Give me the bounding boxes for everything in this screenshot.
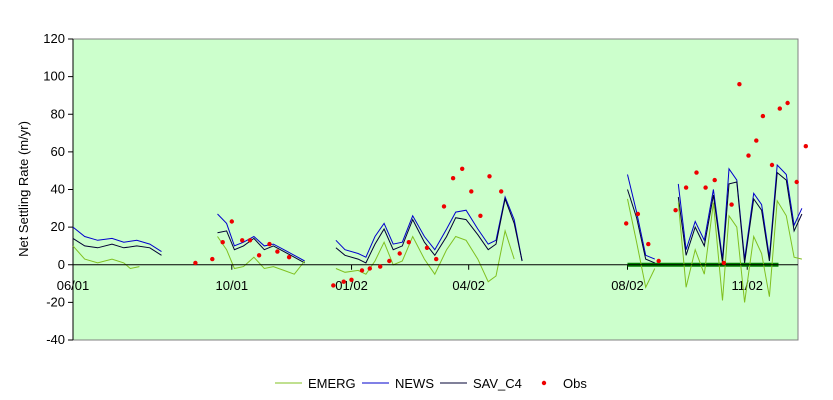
legend-label: SAV_C4: [473, 376, 522, 391]
series-line: [72, 237, 162, 256]
obs-point: [729, 202, 734, 207]
obs-point: [635, 211, 641, 217]
legend-item-obs: Obs: [541, 376, 587, 391]
obs-point: [193, 260, 198, 266]
obs-point: [397, 251, 402, 256]
series-line: [335, 197, 523, 264]
obs-point: [378, 264, 383, 269]
y-tick-label: 120: [43, 31, 65, 46]
obs-point: [777, 106, 782, 111]
series-line: [335, 228, 515, 283]
series-line: [217, 230, 305, 264]
obs-point: [450, 176, 456, 181]
series-sav-c4: [72, 171, 803, 264]
legend-label: Obs: [563, 376, 587, 391]
obs-point: [240, 238, 245, 243]
obs-point: [210, 256, 215, 262]
obs-point: [803, 144, 808, 149]
series-line: [217, 213, 305, 262]
obs-point: [794, 179, 799, 185]
series-line: [627, 174, 655, 260]
y-tick-label: 60: [51, 144, 65, 159]
obs-point: [256, 253, 262, 258]
obs-point: [229, 219, 234, 224]
obs-point: [694, 170, 699, 175]
obs-point: [341, 279, 346, 284]
obs-point: [487, 174, 492, 179]
series-line: [627, 189, 655, 264]
obs-point: [387, 258, 392, 264]
obs-point: [760, 113, 766, 119]
series-line: [217, 236, 306, 275]
obs-point: [673, 208, 678, 213]
obs-point: [286, 255, 292, 260]
obs-point: [460, 166, 465, 171]
obs-point: [331, 283, 336, 288]
legend-item-emerg: EMERG: [275, 376, 356, 391]
legend-item-sav-c4: SAV_C4: [440, 376, 522, 391]
obs-point: [434, 256, 439, 262]
obs-point: [746, 153, 751, 158]
y-tick-label: 80: [51, 106, 65, 121]
obs-point: [499, 189, 504, 194]
obs-point: [712, 177, 717, 183]
obs-point: [721, 260, 726, 266]
obs-point: [367, 266, 372, 271]
legend-item-news: NEWS: [362, 376, 434, 391]
obs-point: [785, 100, 790, 106]
y-tick-label: -20: [46, 294, 65, 309]
series-line: [335, 195, 523, 262]
y-tick-label: 20: [51, 219, 65, 234]
series-emerg: [72, 198, 803, 303]
x-tick-label: 04/02: [452, 278, 485, 293]
y-tick-label: 100: [43, 69, 65, 84]
legend-label: EMERG: [308, 376, 356, 391]
obs-point: [737, 82, 742, 87]
y-tick-label: 0: [58, 257, 65, 272]
obs-point: [441, 204, 447, 209]
obs-point: [267, 241, 272, 247]
obs-point: [754, 138, 759, 143]
obs-point: [220, 240, 225, 245]
series-line: [72, 245, 140, 270]
y-tick-label: 40: [51, 182, 65, 197]
obs-point: [359, 268, 365, 273]
series-layer: [72, 163, 803, 303]
obs-point: [646, 241, 651, 247]
observation-points: [193, 82, 808, 288]
obs-point: [424, 245, 430, 250]
obs-point: [406, 240, 411, 245]
x-tick-label: 10/01: [216, 278, 249, 293]
plot-area: [72, 38, 799, 341]
obs-point: [349, 277, 354, 282]
y-axis-title: Net Settling Rate (m/yr): [16, 121, 31, 257]
obs-point: [769, 162, 775, 168]
x-tick-label: 08/02: [611, 278, 644, 293]
legend: EMERG NEWS SAV_C4 Obs: [275, 376, 587, 391]
series-line: [677, 171, 803, 263]
obs-point: [624, 221, 629, 226]
obs-point: [656, 258, 661, 264]
obs-point: [469, 189, 474, 194]
obs-point: [683, 185, 689, 190]
obs-point: [478, 213, 483, 218]
y-axis: -40 -20 0 20 40 60 80 100 120: [43, 31, 74, 347]
legend-label: NEWS: [395, 376, 434, 391]
obs-point: [275, 249, 280, 254]
obs-point: [247, 238, 253, 243]
x-tick-label: 06/01: [57, 278, 90, 293]
legend-swatch: [541, 380, 547, 386]
series-line: [72, 226, 162, 253]
obs-point: [703, 185, 708, 190]
y-tick-label: -40: [46, 332, 65, 347]
